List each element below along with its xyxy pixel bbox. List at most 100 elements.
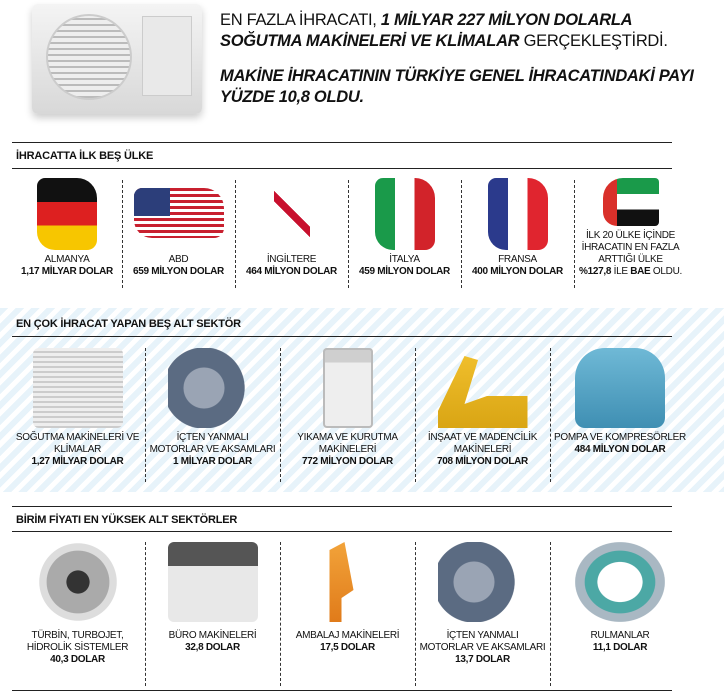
- column-separator: [145, 348, 146, 482]
- note-text: OLDU.: [650, 266, 682, 277]
- note-line: İLK 20 ÜLKE İÇİNDE: [585, 230, 676, 241]
- air-conditioner-image: [32, 4, 202, 114]
- sector-value: 708 MİLYON DOLAR: [437, 456, 528, 467]
- sector-name: İÇTEN YANMALI MOTORLAR VE AKSAMLARI: [419, 630, 546, 653]
- sector-value: 11,1 DOLAR: [592, 642, 648, 653]
- headline-bold-2: SOĞUTMA MAKİNELERİ VE KLİMALAR: [220, 32, 520, 50]
- country-value: 459 MİLYON DOLAR: [359, 266, 450, 277]
- column-separator: [415, 542, 416, 686]
- country-item: İNGİLTERE 464 MİLYON DOLAR: [235, 176, 348, 286]
- sector-item: BÜRO MAKİNELERİ 32,8 DOLAR: [145, 538, 280, 688]
- country-item: İTALYA 459 MİLYON DOLAR: [348, 176, 461, 286]
- divider: [12, 142, 672, 143]
- sector-name: BÜRO MAKİNELERİ: [168, 630, 257, 641]
- country-item: FRANSA 400 MİLYON DOLAR: [461, 176, 574, 286]
- country-name: FRANSA: [498, 254, 537, 265]
- headline-suffix: GERÇEKLEŞTİRDİ.: [519, 32, 668, 50]
- column-separator: [415, 348, 416, 482]
- headline-share: MAKİNE İHRACATININ TÜRKİYE GENEL İHRACAT…: [220, 67, 694, 106]
- sector-value: 1,27 MİLYAR DOLAR: [31, 456, 124, 467]
- usa-map-icon: [133, 188, 224, 238]
- sector-name: SOĞUTMA MAKİNELERİ VE KLİMALAR: [15, 432, 140, 455]
- headline: EN FAZLA İHRACATI, 1 MİLYAR 227 MİLYON D…: [220, 10, 700, 108]
- note-pct: %127,8: [579, 266, 612, 277]
- column-separator: [145, 542, 146, 686]
- germany-map-icon: [37, 178, 97, 250]
- sector-item: TÜRBİN, TURBOJET, HİDROLİK SİSTEMLER 40,3…: [10, 538, 145, 688]
- sector-value: 13,7 DOLAR: [455, 654, 510, 665]
- sector-item: YIKAMA VE KURUTMA MAKİNELERİ 772 MİLYON D…: [280, 344, 415, 484]
- country-name: ABD: [168, 254, 189, 265]
- side-panel: [142, 16, 192, 96]
- country-name: İTALYA: [389, 254, 420, 265]
- engine-icon: [437, 542, 528, 622]
- column-separator: [550, 348, 551, 482]
- column-separator: [574, 180, 575, 288]
- sector-name: AMBALAJ MAKİNELERİ: [295, 630, 400, 641]
- headline-bold: 1 MİLYAR 227 MİLYON DOLARLA: [380, 11, 633, 29]
- sector-name: İÇTEN YANMALI MOTORLAR VE AKSAMLARI: [149, 432, 276, 455]
- france-map-icon: [487, 178, 548, 250]
- country-item: ALMANYA 1,17 MİLYAR DOLAR: [12, 176, 122, 286]
- sector-name: TÜRBİN, TURBOJET, HİDROLİK SİSTEMLER: [26, 630, 129, 653]
- fan-grille: [46, 14, 132, 100]
- sector-item: İÇTEN YANMALI MOTORLAR VE AKSAMLARI 13,7 …: [415, 538, 550, 688]
- sector-value: 1 MİLYAR DOLAR: [173, 456, 252, 467]
- sector-item: POMPA VE KOMPRESÖRLER 484 MİLYON DOLAR: [550, 344, 690, 484]
- column-separator: [280, 542, 281, 686]
- column-separator: [461, 180, 462, 288]
- note-text: İLE: [611, 266, 631, 277]
- column-separator: [122, 180, 123, 288]
- italy-map-icon: [374, 178, 435, 250]
- country-value: 659 MİLYON DOLAR: [133, 266, 224, 277]
- note-country: BAE: [630, 266, 651, 277]
- country-item: ABD 659 MİLYON DOLAR: [122, 176, 235, 286]
- note-line: %127,8 İLE BAE OLDU.: [574, 266, 687, 278]
- divider: [12, 506, 672, 507]
- stars-canton: [133, 188, 170, 216]
- divider: [12, 531, 672, 532]
- sector-value: 484 MİLYON DOLAR: [574, 444, 666, 455]
- section-title-countries: İHRACATTA İLK BEŞ ÜLKE: [16, 150, 154, 162]
- robot-arm-icon: [329, 542, 354, 622]
- sector-value: 40,3 DOLAR: [50, 654, 105, 665]
- column-separator: [348, 180, 349, 288]
- sector-item: SOĞUTMA MAKİNELERİ VE KLİMALAR 1,27 MİLYA…: [10, 344, 145, 484]
- excavator-icon: [437, 356, 528, 428]
- divider: [12, 336, 672, 337]
- uae-note: İLK 20 ÜLKE İÇİNDE İHRACATIN EN FAZLA ARTT…: [574, 176, 687, 286]
- uk-map-icon: [273, 178, 310, 250]
- column-separator: [235, 180, 236, 288]
- sector-name: İNŞAAT VE MADENCİLİK MAKİNELERİ: [427, 432, 538, 455]
- country-value: 464 MİLYON DOLAR: [246, 266, 337, 277]
- sector-value: 772 MİLYON DOLAR: [302, 456, 393, 467]
- headline-text: EN FAZLA İHRACATI,: [220, 11, 381, 29]
- section-title-unit-price: BİRİM FİYATI EN YÜKSEK ALT SEKTÖRLER: [16, 514, 238, 526]
- note-line: ARTTIĞI ÜLKE: [598, 254, 663, 265]
- bearing-icon: [575, 542, 665, 622]
- sector-item: İNŞAAT VE MADENCİLİK MAKİNELERİ 708 MİLYO…: [415, 344, 550, 484]
- section-title-sectors: EN ÇOK İHRACAT YAPAN BEŞ ALT SEKTÖR: [16, 318, 241, 330]
- sector-name: RULMANLAR: [590, 630, 650, 641]
- engine-icon: [167, 348, 258, 428]
- sector-value: 32,8 DOLAR: [185, 642, 240, 653]
- sector-item: İÇTEN YANMALI MOTORLAR VE AKSAMLARI 1 MİL…: [145, 344, 280, 484]
- country-value: 400 MİLYON DOLAR: [472, 266, 563, 277]
- divider: [12, 168, 672, 169]
- country-name: İNGİLTERE: [266, 254, 317, 265]
- divider: [12, 690, 672, 691]
- compressor-icon: [575, 348, 665, 428]
- column-separator: [280, 348, 281, 482]
- sector-item: AMBALAJ MAKİNELERİ 17,5 DOLAR: [280, 538, 415, 688]
- air-conditioner-icon: [32, 348, 123, 428]
- country-value: 1,17 MİLYAR DOLAR: [21, 266, 113, 277]
- turbine-icon: [37, 542, 118, 622]
- sector-name: YIKAMA VE KURUTMA MAKİNELERİ: [297, 432, 398, 455]
- washing-machine-icon: [322, 348, 373, 428]
- country-name: ALMANYA: [44, 254, 90, 265]
- sector-item: RULMANLAR 11,1 DOLAR: [550, 538, 690, 688]
- note-line: İHRACATIN EN FAZLA: [581, 242, 680, 253]
- column-separator: [550, 542, 551, 686]
- uae-map-icon: [602, 178, 659, 226]
- printer-icon: [167, 542, 258, 622]
